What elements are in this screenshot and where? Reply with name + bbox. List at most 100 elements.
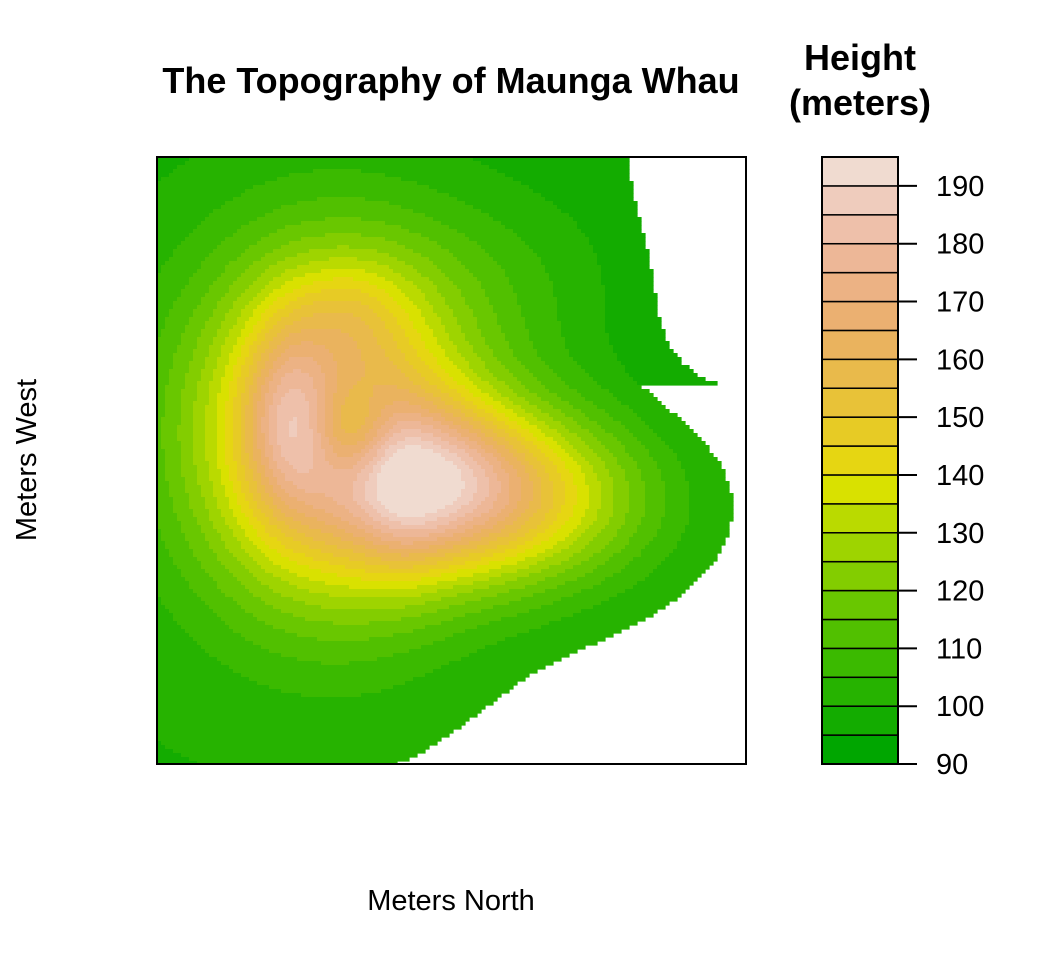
surface-cell: [569, 441, 586, 446]
y-axis-label: Meters West: [11, 379, 43, 541]
surface-cell: [481, 513, 498, 518]
surface-cell: [281, 401, 310, 406]
surface-cell: [169, 485, 186, 490]
surface-cell: [625, 469, 642, 474]
surface-cell: [617, 397, 658, 402]
surface-cell: [381, 469, 462, 474]
surface-cell: [377, 249, 414, 254]
surface-cell: [473, 517, 490, 522]
surface-cell: [245, 189, 438, 194]
surface-cell: [317, 425, 326, 430]
surface-cell: [337, 573, 442, 578]
surface-cell: [181, 573, 210, 578]
surface-cell: [245, 361, 254, 366]
surface-cell: [645, 493, 666, 498]
surface-cell: [157, 177, 162, 182]
surface-cell: [461, 293, 486, 298]
surface-cell: [237, 537, 250, 542]
surface-cell: [233, 437, 242, 442]
surface-cell: [553, 449, 566, 454]
surface-cell: [181, 337, 198, 342]
surface-cell: [261, 645, 422, 650]
surface-cell: [469, 429, 482, 434]
surface-cell: [649, 541, 678, 546]
surface-cell: [241, 401, 250, 406]
surface-cell: [545, 517, 558, 522]
surface-cell: [581, 465, 594, 470]
surface-cell: [245, 389, 250, 394]
surface-cell: [265, 601, 306, 606]
surface-cell: [205, 497, 218, 502]
surface-cell: [337, 453, 354, 458]
surface-cell: [277, 425, 290, 430]
surface-cell: [465, 613, 518, 618]
surface-cell: [513, 445, 526, 450]
surface-cell: [161, 529, 182, 534]
surface-cell: [449, 521, 466, 526]
surface-cell: [325, 345, 358, 350]
surface-cell: [241, 409, 246, 414]
surface-cell: [269, 317, 282, 322]
surface-cell: [501, 617, 562, 622]
surface-cell: [217, 613, 254, 618]
surface-cell: [173, 353, 194, 358]
surface-cell: [521, 461, 530, 466]
surface-cell: [229, 353, 242, 358]
legend-tick-label: 160: [936, 344, 984, 376]
surface-cell: [477, 565, 502, 570]
surface-cell: [629, 509, 646, 514]
surface-cell: [273, 361, 286, 366]
surface-cell: [537, 437, 554, 442]
surface-cell: [545, 421, 562, 426]
surface-cell: [169, 481, 186, 486]
surface-cell: [629, 497, 646, 502]
surface-cell: [293, 465, 314, 470]
surface-cell: [349, 661, 450, 666]
surface-cell: [269, 233, 326, 238]
surface-cell: [333, 357, 362, 362]
surface-cell: [245, 413, 254, 418]
surface-cell: [605, 561, 630, 566]
surface-cell: [517, 457, 526, 462]
surface-cell: [277, 389, 290, 394]
surface-cell: [377, 429, 390, 434]
surface-cell: [161, 437, 178, 442]
surface-cell: [189, 317, 210, 322]
surface-cell: [253, 509, 262, 514]
surface-cell: [201, 645, 262, 650]
surface-cell: [601, 277, 654, 282]
surface-cell: [529, 501, 542, 506]
surface-cell: [645, 577, 698, 582]
surface-cell: [525, 241, 590, 246]
surface-cell: [593, 377, 634, 382]
surface-cell: [333, 553, 366, 558]
surface-cell: [249, 373, 254, 378]
surface-cell: [645, 505, 666, 510]
surface-cell: [173, 305, 198, 310]
surface-cell: [173, 301, 202, 306]
surface-cell: [441, 389, 458, 394]
surface-cell: [497, 449, 510, 454]
surface-cell: [609, 337, 666, 342]
surface-cell: [297, 297, 378, 302]
surface-cell: [297, 469, 310, 474]
surface-cell: [549, 273, 602, 278]
surface-cell: [233, 369, 242, 374]
surface-cell: [517, 297, 558, 302]
surface-cell: [233, 377, 238, 382]
surface-cell: [681, 533, 730, 538]
surface-cell: [157, 637, 194, 642]
surface-cell: [501, 401, 514, 406]
surface-cell: [241, 309, 254, 314]
surface-cell: [157, 689, 282, 694]
surface-cell: [337, 381, 358, 386]
surface-cell: [157, 493, 170, 498]
surface-cell: [525, 541, 542, 546]
surface-cell: [265, 377, 274, 382]
surface-cell: [353, 465, 366, 470]
surface-cell: [241, 445, 246, 450]
surface-cell: [477, 545, 498, 550]
surface-cell: [281, 593, 330, 598]
surface-cell: [165, 477, 186, 482]
surface-cell: [241, 457, 250, 462]
